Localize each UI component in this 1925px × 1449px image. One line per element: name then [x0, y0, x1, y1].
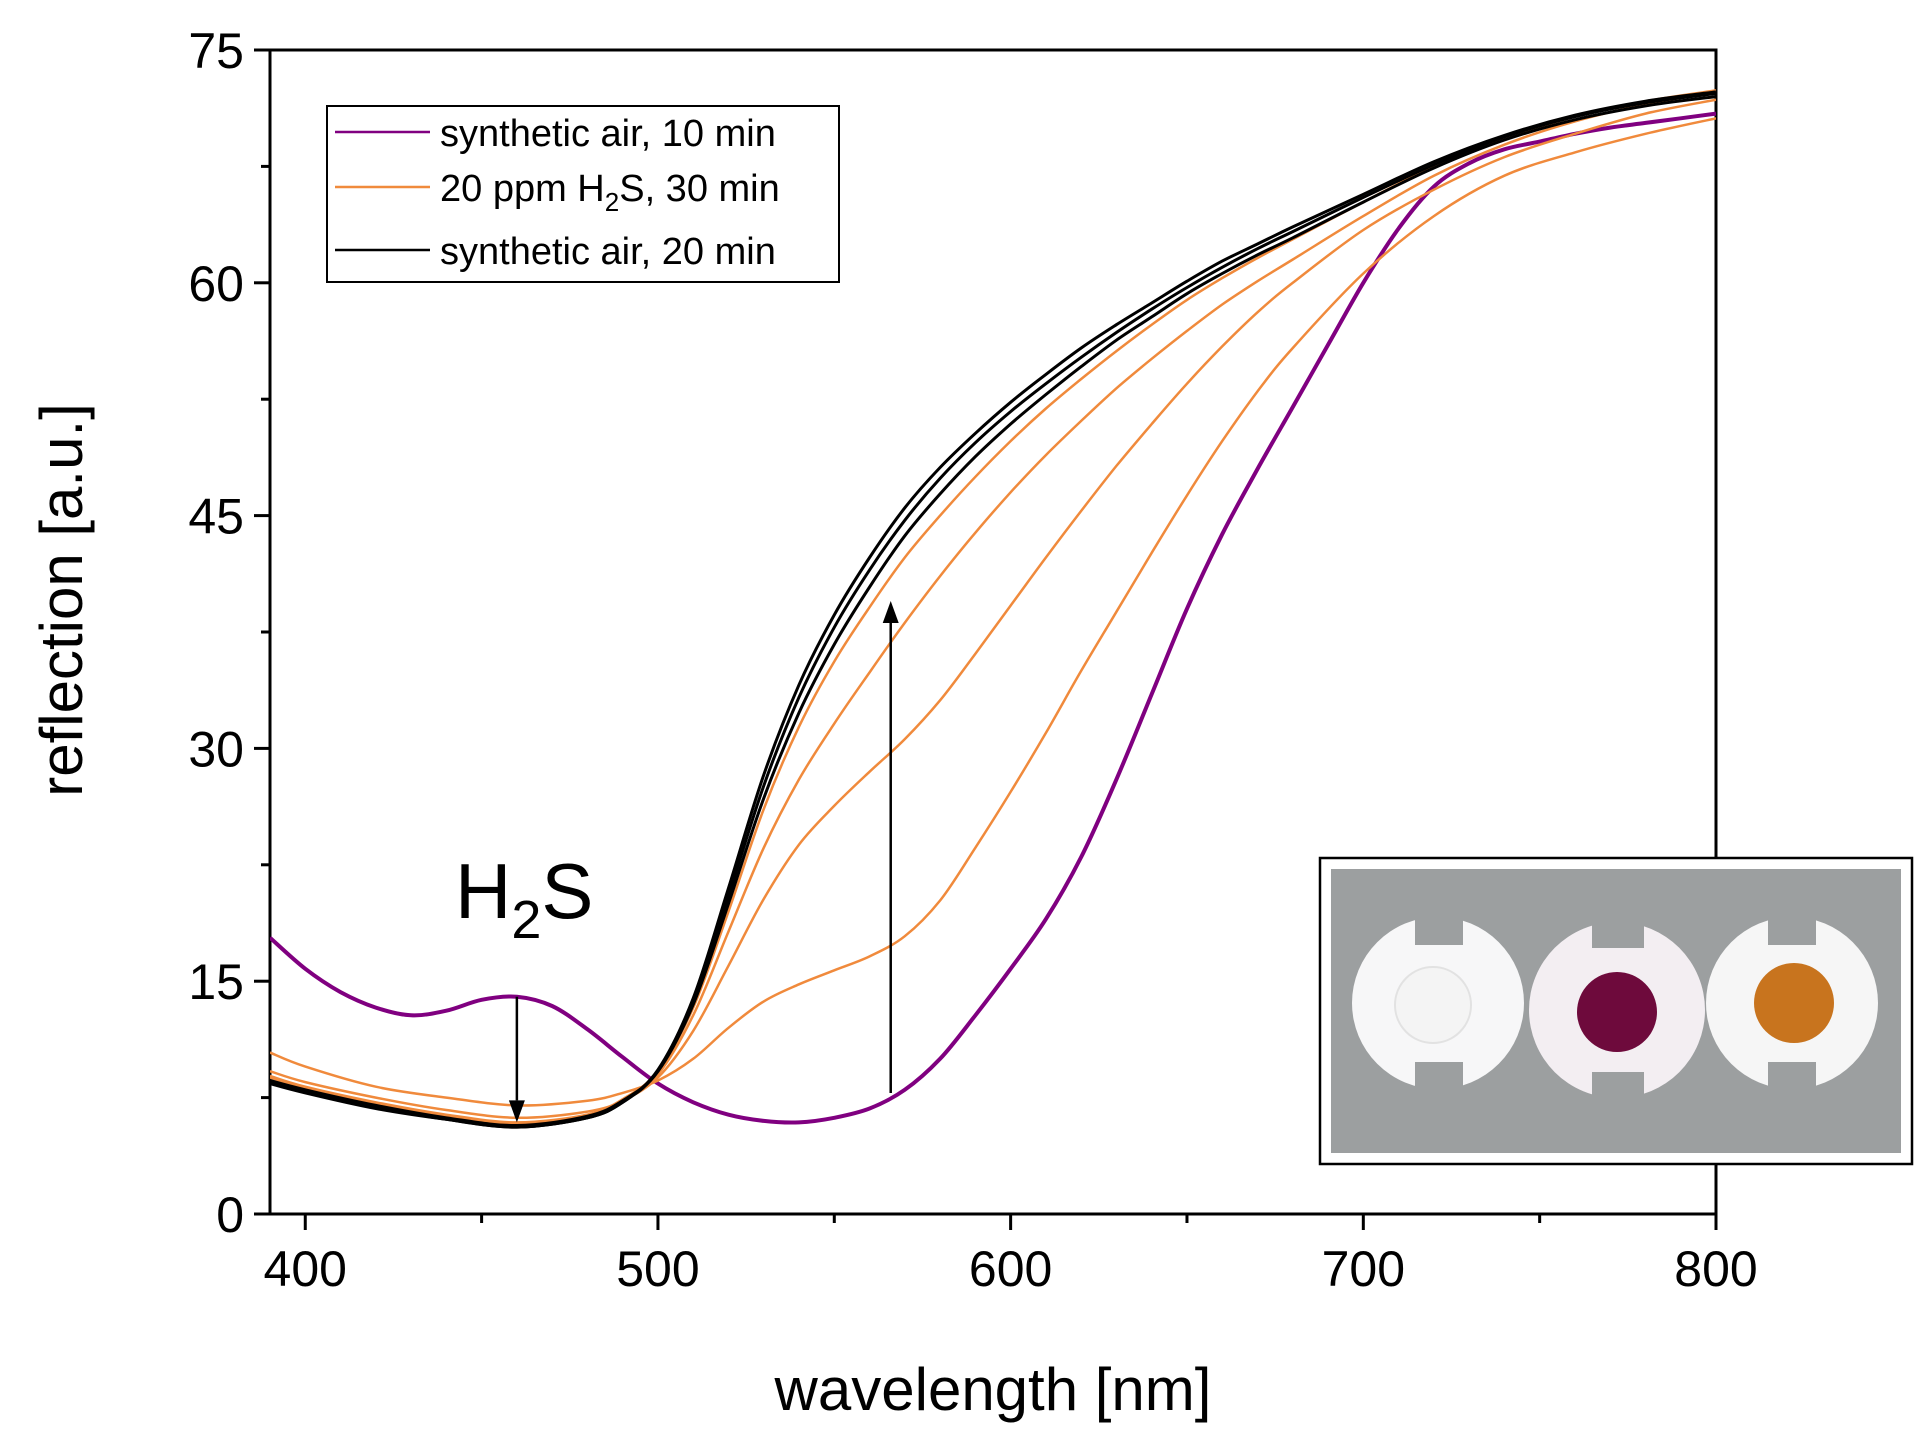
x-axis-ticks: 400 500 600 700 800 — [264, 1214, 1758, 1297]
y-axis-title: reflection [a.u.] — [28, 403, 95, 797]
sample-spot-purple — [1577, 972, 1657, 1052]
x-tick-label: 600 — [969, 1241, 1052, 1297]
sample-spot-white — [1394, 966, 1472, 1044]
sample-orange — [1706, 917, 1878, 1092]
series-line-synthetic-air-10-min — [270, 111, 1716, 1125]
y-tick-label: 45 — [188, 489, 244, 545]
sample-spot-orange — [1754, 963, 1834, 1043]
sample-purple — [1529, 922, 1705, 1100]
series-line-20-ppm-h2s-30-min-a — [270, 117, 1716, 1107]
legend-box — [326, 105, 840, 283]
sample-white — [1352, 917, 1524, 1092]
series-line-20-ppm-h2s-30-min-b — [270, 98, 1716, 1120]
x-tick-label: 500 — [616, 1241, 699, 1297]
series-line-synthetic-air-20-min-a — [270, 95, 1716, 1128]
legend-label-synthetic-air-20: synthetic air, 20 min — [440, 231, 776, 273]
x-tick-label: 400 — [264, 1241, 347, 1297]
x-tick-label: 700 — [1322, 1241, 1405, 1297]
y-tick-label: 30 — [188, 721, 244, 777]
y-tick-label: 75 — [188, 23, 244, 79]
series-layer — [270, 89, 1716, 1129]
legend-label-synthetic-air-10: synthetic air, 10 min — [440, 113, 776, 155]
x-axis-title: wavelength [nm] — [774, 1356, 1212, 1423]
x-tick-label: 800 — [1674, 1241, 1757, 1297]
y-tick-label: 0 — [216, 1187, 244, 1243]
inset-photo — [1318, 856, 1914, 1166]
y-axis-ticks: 0 15 30 45 60 75 — [188, 23, 270, 1243]
legend: synthetic air, 10 min 20 ppm H2S, 30 min… — [326, 105, 840, 283]
h2s-annotation: H2S — [455, 847, 593, 950]
y-tick-label: 60 — [188, 256, 244, 312]
y-tick-label: 15 — [188, 954, 244, 1010]
arrow-down-head — [508, 1100, 525, 1123]
legend-label-h2s: 20 ppm H2S, 30 min — [440, 168, 780, 217]
arrow-up-head — [882, 600, 899, 623]
arrow-layer — [508, 600, 899, 1123]
series-line-synthetic-air-20-min-c — [270, 90, 1716, 1129]
